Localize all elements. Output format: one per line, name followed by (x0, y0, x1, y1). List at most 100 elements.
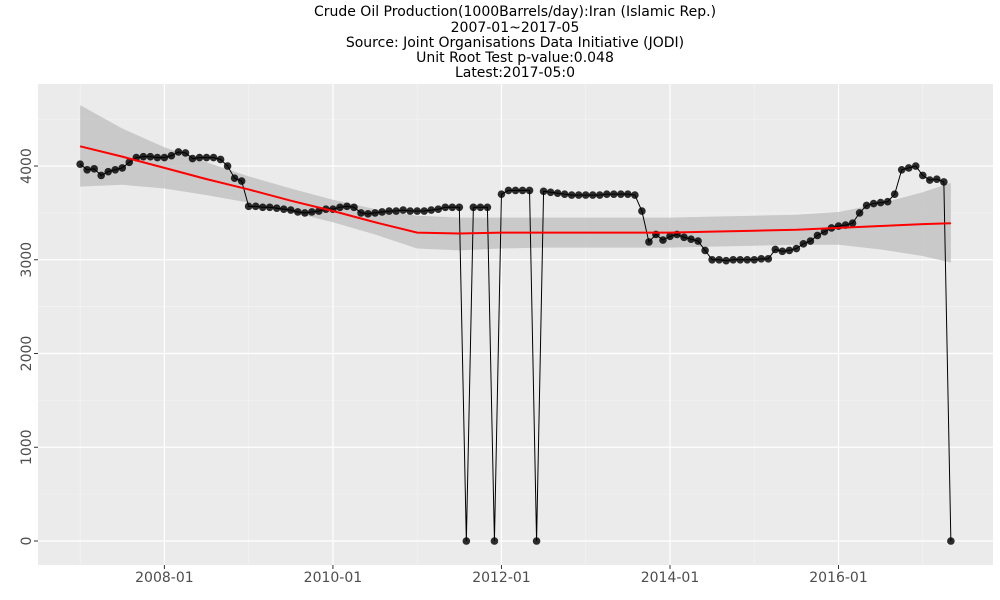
data-point (708, 255, 716, 264)
data-point (392, 207, 400, 215)
data-point (462, 537, 471, 545)
data-point (722, 256, 730, 265)
data-point (118, 164, 127, 172)
data-point (638, 207, 646, 215)
data-point (687, 235, 695, 243)
data-point (237, 177, 246, 185)
data-point (167, 151, 176, 160)
data-point (146, 152, 155, 161)
data-point (890, 190, 899, 198)
data-point (230, 174, 239, 183)
confidence-band (80, 105, 951, 263)
data-point (160, 153, 169, 162)
data-point (406, 207, 414, 215)
data-point (181, 149, 190, 157)
data-point (617, 190, 625, 198)
data-point (286, 206, 295, 214)
data-point (111, 165, 120, 174)
data-point (785, 246, 794, 255)
data-point (258, 203, 267, 212)
data-point (764, 255, 773, 263)
data-point (666, 232, 674, 241)
data-point (736, 255, 745, 264)
data-point (701, 246, 709, 255)
x-tick-label: 2012-01 (472, 570, 531, 586)
data-point (546, 188, 555, 197)
data-point (897, 165, 906, 174)
data-point (455, 203, 464, 212)
data-point (350, 203, 358, 212)
data-point (427, 206, 436, 214)
data-point (469, 203, 478, 212)
data-point (399, 206, 407, 214)
data-point (188, 154, 197, 163)
y-tick-label: 2000 (19, 336, 35, 372)
data-point (385, 207, 393, 215)
data-point (855, 209, 864, 217)
chart-subtitle: Latest:2017-05:0 (455, 65, 575, 81)
data-point (911, 162, 920, 170)
chart-subtitle: 2007-01~2017-05 (451, 20, 580, 36)
y-tick-label: 3000 (19, 242, 35, 278)
chart-title: Crude Oil Production(1000Barrels/day):Ir… (314, 4, 716, 20)
data-point (371, 209, 379, 217)
data-point (223, 162, 232, 170)
data-point (448, 203, 457, 212)
data-point (483, 203, 492, 212)
data-point (610, 190, 618, 198)
data-point (869, 199, 878, 208)
data-point (602, 190, 611, 198)
data-point (904, 164, 913, 172)
data-point (202, 153, 211, 162)
data-point (209, 153, 218, 162)
data-point (581, 191, 590, 199)
data-point (750, 255, 759, 264)
data-point (294, 208, 302, 216)
data-point (97, 171, 105, 180)
data-point (244, 202, 253, 211)
data-point (624, 190, 632, 198)
data-point (413, 207, 421, 215)
data-point (336, 203, 344, 212)
data-point (420, 207, 429, 215)
data-point (799, 240, 808, 248)
data-point (251, 202, 260, 211)
data-point (308, 208, 316, 216)
data-point (539, 187, 548, 196)
data-point (933, 175, 941, 183)
data-point (778, 247, 787, 256)
data-point (694, 237, 702, 245)
data-point (83, 165, 91, 174)
data-point (76, 160, 84, 168)
y-tick-label: 0 (19, 537, 35, 546)
data-point (504, 186, 513, 195)
data-point (441, 203, 450, 212)
data-point (434, 205, 443, 213)
data-point (743, 255, 752, 264)
data-point (125, 158, 134, 167)
data-point (195, 153, 204, 162)
data-point (792, 244, 801, 253)
data-point (497, 190, 506, 198)
data-point (715, 255, 723, 264)
data-point (315, 207, 323, 215)
data-point (806, 237, 815, 245)
data-point (567, 191, 576, 199)
data-point (947, 537, 955, 545)
data-point (378, 208, 386, 216)
data-point (490, 537, 499, 545)
grid (38, 84, 993, 565)
data-point (272, 204, 281, 213)
data-point (343, 202, 351, 211)
chart-subtitle: Source: Joint Organisations Data Initiat… (346, 35, 684, 51)
x-tick-label: 2014-01 (641, 570, 700, 586)
data-point (631, 191, 639, 199)
data-point (940, 178, 948, 186)
data-point (139, 152, 148, 161)
data-point (680, 233, 688, 242)
data-point (820, 227, 829, 236)
data-point (848, 219, 857, 228)
data-point (553, 189, 562, 198)
